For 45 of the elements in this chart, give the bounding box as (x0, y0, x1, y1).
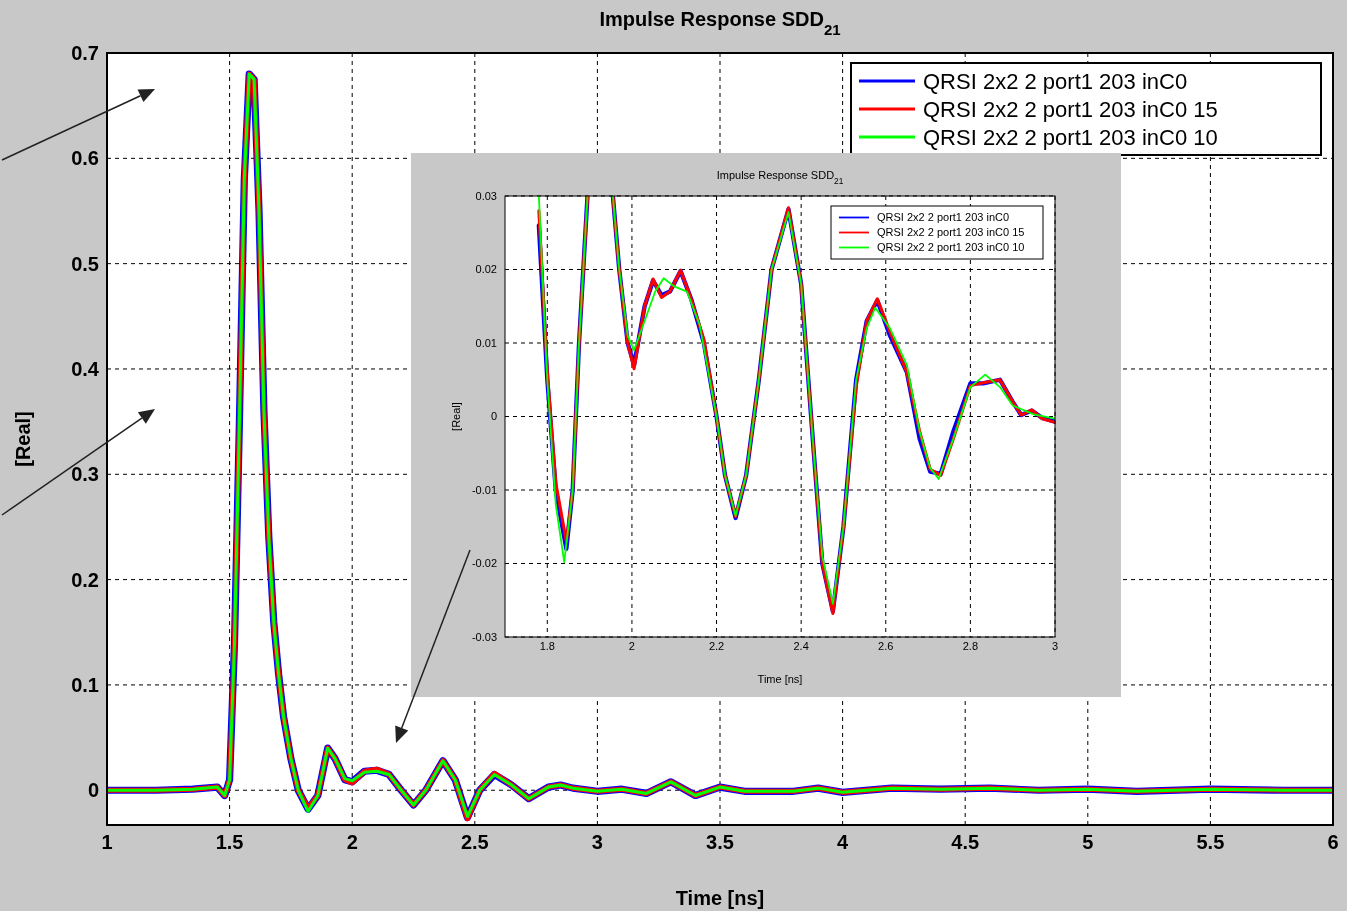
y-tick-label: 0.3 (71, 463, 99, 486)
y-tick-label: 0.2 (71, 568, 99, 591)
x-tick-label: 2 (628, 640, 635, 653)
y-tick-label: 0.03 (475, 189, 497, 202)
x-tick-label: 1 (101, 831, 113, 853)
x-tick-label: 3.5 (706, 831, 734, 853)
x-tick-label: 2.2 (708, 640, 725, 653)
y-tick-label: -0.03 (471, 630, 497, 643)
x-tick-label: 2.6 (878, 640, 894, 653)
y-tick-label: 0.4 (71, 357, 100, 380)
x-tick-label: 3 (1051, 640, 1059, 653)
y-tick-label: 0.02 (475, 263, 497, 276)
y-axis-title: [Real] (12, 411, 34, 467)
y-tick-label: -0.02 (471, 557, 497, 570)
legend-label: QRSI 2x2 2 port1 203 inC0 10 (877, 241, 1025, 254)
x-tick-label: 5.5 (1196, 831, 1225, 853)
x-tick-label: 6 (1327, 831, 1339, 853)
x-tick-label: 2.4 (793, 640, 809, 653)
x-axis-title: Time [ns] (757, 673, 803, 685)
legend-label: QRSI 2x2 2 port1 203 inC0 15 (877, 226, 1025, 239)
x-axis-title: Time [ns] (675, 887, 765, 909)
y-tick-label: 0 (87, 779, 99, 802)
y-tick-label: -0.01 (471, 483, 497, 496)
x-tick-label: 2.5 (460, 831, 489, 853)
chart-title: Impulse Response SDD$_{21}$ (599, 8, 841, 38)
y-tick-label: 0.01 (475, 336, 497, 349)
y-tick-label: 0.1 (71, 673, 99, 696)
x-tick-label: 1.8 (539, 640, 555, 653)
y-axis-title: [Real] (450, 402, 462, 431)
legend-label: QRSI 2x2 2 port1 203 inC0 (877, 211, 1010, 224)
y-tick-label: 0.7 (71, 42, 99, 64)
y-tick-label: 0 (490, 410, 497, 423)
x-tick-label: 3 (591, 831, 603, 853)
x-tick-label: 5 (1082, 831, 1094, 853)
chart-title: Impulse Response SDD$_{21}$ (716, 169, 844, 186)
x-tick-label: 2 (346, 831, 358, 853)
x-tick-label: 2.8 (962, 640, 979, 653)
legend-label: QRSI 2x2 2 port1 203 inC0 15 (923, 96, 1218, 122)
x-tick-label: 1.5 (215, 831, 244, 853)
y-tick-label: 0.5 (71, 252, 99, 275)
y-tick-label: 0.6 (71, 147, 99, 170)
x-tick-label: 4.5 (951, 831, 980, 853)
legend-label: QRSI 2x2 2 port1 203 inC0 10 (923, 124, 1218, 150)
legend-label: QRSI 2x2 2 port1 203 inC0 (923, 68, 1188, 94)
x-tick-label: 4 (837, 831, 850, 853)
